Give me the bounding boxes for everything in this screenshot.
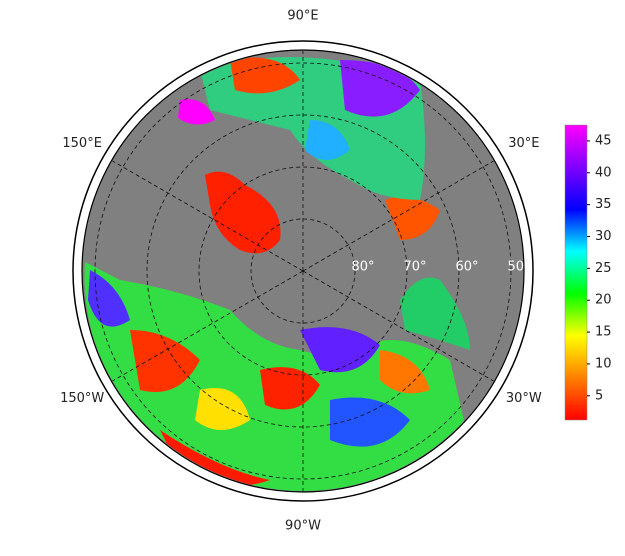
data-region — [230, 57, 300, 94]
meridian — [302, 160, 494, 272]
data-region — [400, 277, 470, 350]
meridian — [112, 160, 304, 272]
colorbar-tick-label: 45 — [595, 133, 612, 148]
data-region — [88, 270, 130, 327]
data-region — [305, 120, 350, 160]
data-region — [330, 397, 410, 447]
data-region — [178, 99, 215, 125]
colorbar-tick-label: 30 — [595, 229, 612, 244]
colorbar-tick-label: 20 — [595, 293, 612, 308]
data-region — [340, 60, 420, 117]
longitude-label: 150°W — [60, 391, 104, 406]
colorbar-tick-label: 40 — [595, 165, 612, 180]
parallel — [94, 62, 512, 480]
parallel — [146, 114, 460, 428]
latitude-label: 50° — [507, 260, 530, 275]
data-region — [380, 350, 430, 394]
colorbar-tick-label: 15 — [595, 325, 612, 340]
meridian — [112, 270, 304, 382]
graticule: 90°W 30°W 150°W 30°E 150°E 90°E 80° 70° 60° 50° — [60, 9, 542, 534]
longitude-label: 90°E — [287, 9, 318, 24]
longitude-label: 30°E — [508, 136, 539, 151]
data-region — [130, 330, 200, 392]
data-field — [84, 57, 470, 491]
data-region — [385, 196, 440, 240]
colorbar-tick-label: 10 — [595, 356, 612, 371]
parallel — [250, 218, 356, 324]
data-region — [205, 171, 281, 254]
colorbar: 5 10 15 20 25 30 35 40 45 — [564, 124, 612, 421]
latitude-label: 60° — [455, 260, 478, 275]
longitude-label: 150°E — [62, 136, 102, 151]
data-region — [300, 327, 380, 373]
colorbar-scale — [564, 124, 588, 421]
longitude-label: 90°W — [285, 519, 321, 534]
latitude-label: 80° — [351, 260, 374, 275]
meridian — [302, 270, 494, 382]
latitude-label: 70° — [403, 260, 426, 275]
data-region — [195, 388, 250, 430]
colorbar-tick-label: 5 — [595, 388, 603, 403]
colorbar-tick-label: 25 — [595, 261, 612, 276]
parallel — [198, 166, 408, 376]
data-region — [260, 367, 320, 410]
colorbar-tick-label: 35 — [595, 197, 612, 212]
longitude-label: 30°W — [506, 391, 542, 406]
